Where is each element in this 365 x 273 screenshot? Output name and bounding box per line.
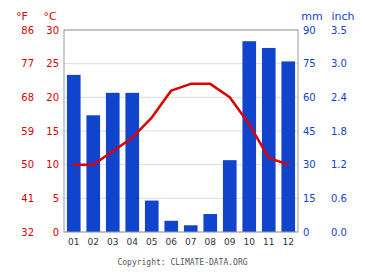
bar [125,93,139,232]
tick-label: 0 [303,227,309,238]
tick-label: 1.8 [331,126,347,137]
tick-label: 5 [53,193,59,204]
category-label: 04 [127,237,139,247]
category-label: 03 [107,237,118,247]
category-label: 05 [146,237,157,247]
bar [86,115,100,232]
category-label: 08 [205,237,217,247]
bar [242,41,256,232]
tick-label: 45 [303,126,316,137]
plot-frame [64,30,298,232]
category-label: 06 [166,237,178,247]
category-label: 09 [224,237,236,247]
tick-label: 3.5 [331,25,347,36]
tick-label: 30 [303,159,316,170]
bar [145,201,159,232]
category-label: 01 [68,237,79,247]
bar [164,221,178,232]
axis-label: °F [16,10,28,23]
tick-label: 0 [53,227,59,238]
tick-label: 59 [21,126,34,137]
tick-label: 0.6 [331,193,347,204]
tick-label: 30 [46,25,59,36]
tick-label: 2.4 [331,92,347,103]
bar [281,61,295,232]
tick-label: 50 [21,159,34,170]
tick-label: 10 [46,159,59,170]
bar [184,225,198,232]
plot-area [67,41,295,232]
category-label: 02 [88,237,99,247]
tick-label: 3.0 [331,58,347,69]
axis-label: inch [331,10,354,23]
tick-label: 86 [21,25,34,36]
grid [64,30,298,232]
tick-label: 60 [303,92,316,103]
bar [223,160,237,232]
tick-label: 20 [46,92,59,103]
axis-label: °C [43,10,57,23]
tick-label: 32 [21,227,34,238]
tick-label: 15 [46,126,59,137]
category-label: 07 [185,237,196,247]
annotation: Copyright: CLIMATE-DATA.ORG [117,258,247,267]
tick-label: 15 [303,193,316,204]
tick-label: 41 [21,193,34,204]
tick-label: 75 [303,58,316,69]
bar [203,214,217,232]
tick-label: 25 [46,58,59,69]
category-label: 12 [283,237,294,247]
category-label: 10 [244,237,256,247]
chart: 0510152025303241505968778601530456075900… [0,0,365,273]
bar [106,93,120,232]
tick-label: 77 [21,58,34,69]
tick-label: 1.2 [331,159,347,170]
temperature-line [74,84,289,165]
category-label: 11 [263,237,274,247]
bar [67,75,81,232]
tick-label: 68 [21,92,34,103]
bar [262,48,276,232]
tick-label: 0.0 [331,227,347,238]
axis-label: mm [301,10,322,23]
tick-label: 90 [303,25,316,36]
